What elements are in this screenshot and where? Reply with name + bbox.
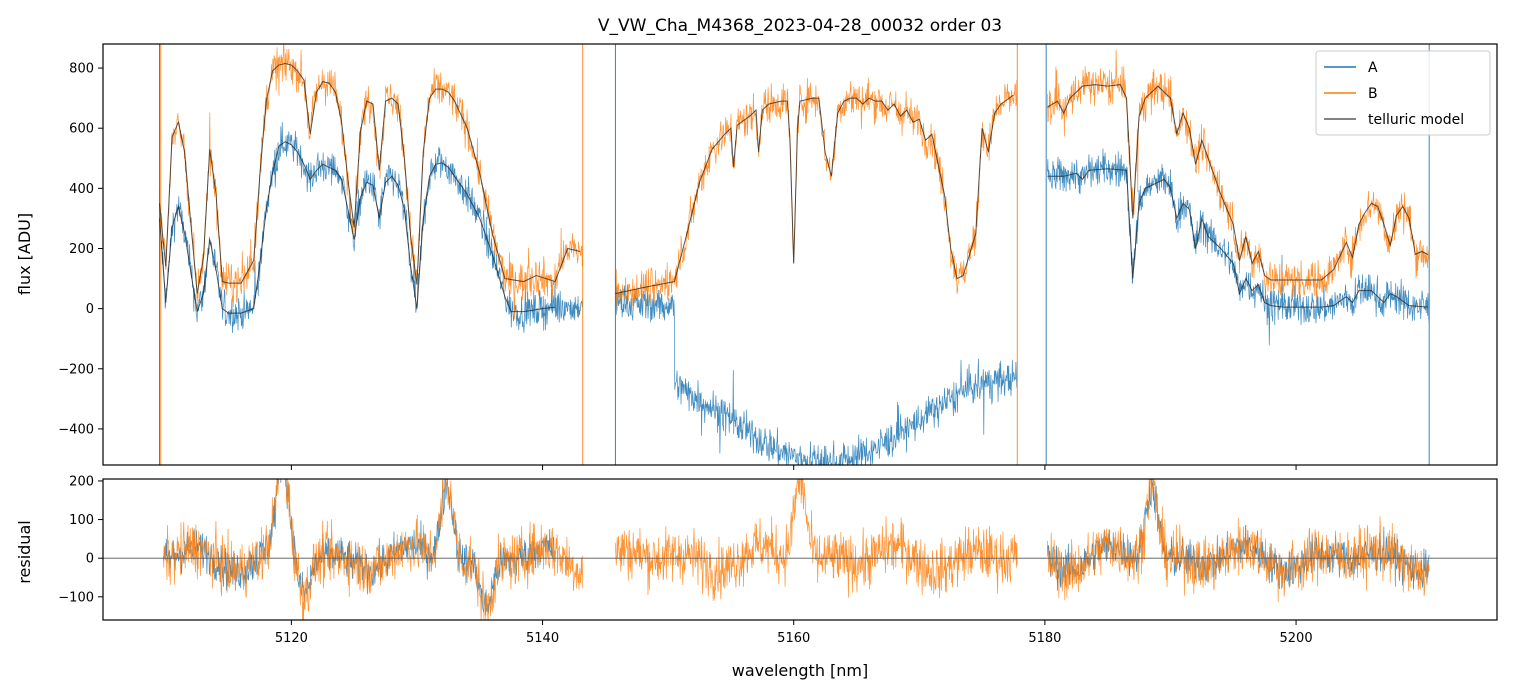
telluric-model-a-1 xyxy=(159,141,556,314)
flux-y-tick-label: −200 xyxy=(58,362,94,377)
series-b-segment-2 xyxy=(615,77,1018,311)
flux-y-tick-label: 400 xyxy=(69,182,94,197)
legend: A B telluric model xyxy=(1315,50,1491,136)
residual-y-tick-label: 100 xyxy=(69,513,94,528)
legend-box xyxy=(1315,50,1491,136)
residual-b-segment-2 xyxy=(615,479,1018,601)
x-tick-label: 5200 xyxy=(1280,631,1313,646)
residual-y-tick-label: −100 xyxy=(58,590,94,605)
x-tick-label: 5140 xyxy=(526,631,559,646)
flux-y-label: flux [ADU] xyxy=(15,213,34,295)
residual-panel: 200 100 0 −100 5120 5140 5160 5180 5200 residua… xyxy=(15,474,1498,646)
flux-y-tick-label: 0 xyxy=(86,302,94,317)
series-a-segment-1 xyxy=(159,121,584,334)
telluric-model-a-3 xyxy=(1047,168,1428,308)
flux-y-tick-label: 600 xyxy=(69,122,94,137)
x-tick-label: 5180 xyxy=(1028,631,1061,646)
residual-y-tick-label: 0 xyxy=(86,552,94,567)
flux-x-ticks xyxy=(290,465,1297,470)
x-tick-label: 5160 xyxy=(777,631,810,646)
x-axis-label: wavelength [nm] xyxy=(732,661,869,680)
residual-panel-frame xyxy=(102,478,1498,621)
flux-y-tick-label: 200 xyxy=(69,242,94,257)
telluric-model-b-1 xyxy=(159,63,581,294)
telluric-model-b-3 xyxy=(1047,84,1429,281)
x-tick-label: 5120 xyxy=(275,631,308,646)
residual-a-segment-1 xyxy=(162,479,556,616)
flux-panel-frame xyxy=(102,43,1498,466)
legend-label-b: B xyxy=(1368,86,1378,102)
series-b-segment-3 xyxy=(1047,49,1430,300)
series-a-segment-2 xyxy=(615,284,1018,465)
residual-b-segment-3 xyxy=(1047,479,1430,602)
chart-title: V_VW_Cha_M4368_2023-04-28_00032 order 03 xyxy=(598,16,1002,36)
flux-y-tick-label: −400 xyxy=(58,422,94,437)
legend-label-model: telluric model xyxy=(1368,112,1464,128)
residual-b-segment-1 xyxy=(162,479,584,620)
series-b-segment-1 xyxy=(159,44,584,320)
residual-y-label: residual xyxy=(15,520,34,583)
telluric-model-b-2 xyxy=(615,94,1014,295)
legend-label-a: A xyxy=(1368,60,1378,76)
residual-y-ticks: 200 100 0 −100 xyxy=(58,474,103,605)
series-a-segment-3 xyxy=(1047,148,1430,346)
residual-x-ticks: 5120 5140 5160 5180 5200 xyxy=(275,620,1313,646)
flux-y-ticks: 800 600 400 200 0 −200 −400 xyxy=(58,62,103,437)
residual-y-tick-label: 200 xyxy=(69,474,94,489)
flux-panel: 800 600 400 200 0 −200 −400 flux [ADU] xyxy=(15,43,1498,470)
residual-series xyxy=(103,479,1497,620)
flux-series xyxy=(159,44,1430,465)
flux-y-tick-label: 800 xyxy=(69,62,94,77)
